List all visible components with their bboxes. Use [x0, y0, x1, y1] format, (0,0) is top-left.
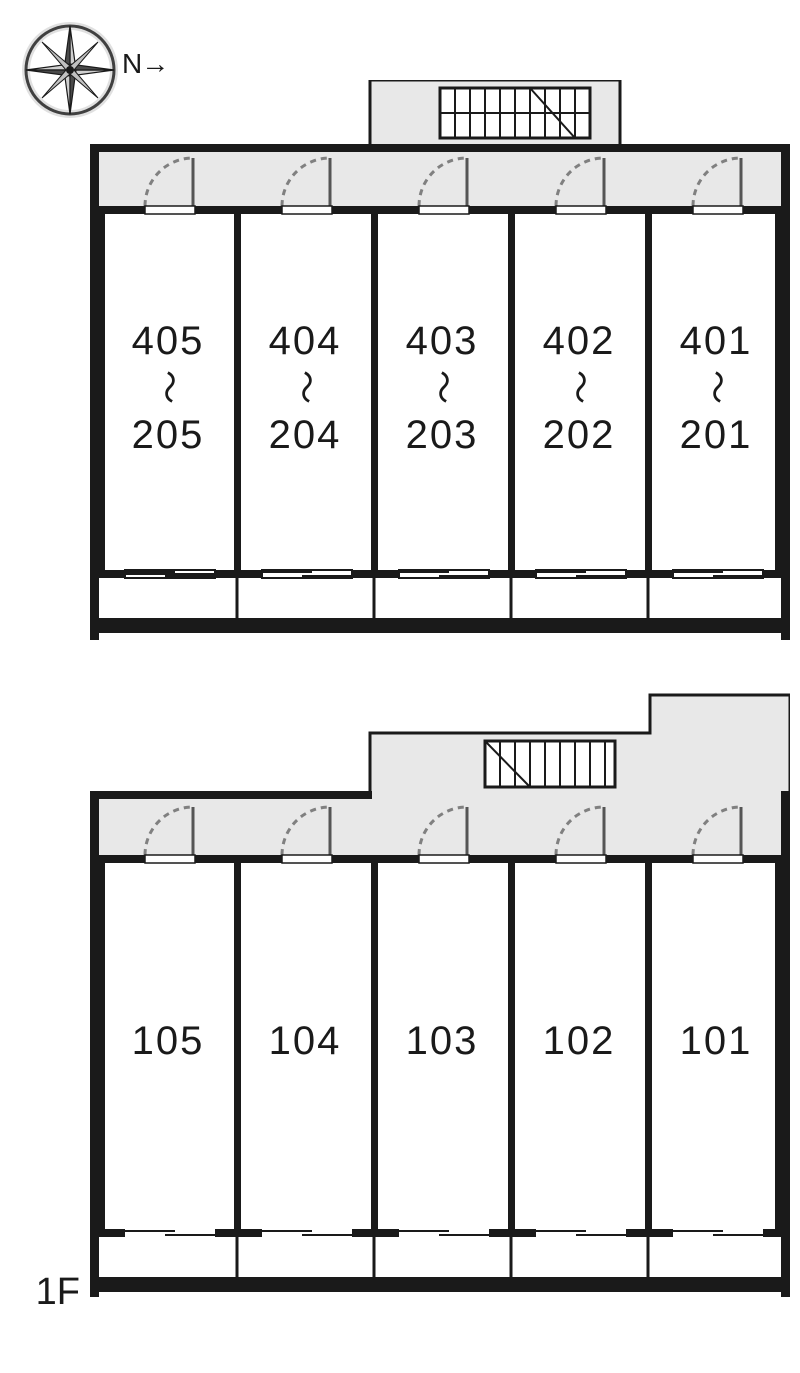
- floor-plan-lower: 105 104 103 102 101: [90, 685, 790, 1305]
- floor-label-lower: 1F: [20, 1270, 80, 1316]
- unit-label: 405 〜 205: [108, 315, 228, 461]
- tilde-icon: 〜: [288, 328, 322, 448]
- unit-label: 404 〜 204: [245, 315, 365, 461]
- floor-plan-lower-svg: [90, 685, 790, 1305]
- north-label: N→: [122, 48, 168, 80]
- floor-plan-upper: 405 〜 205 404 〜 204 403 〜 203 402 〜 202 …: [90, 80, 790, 640]
- unit-label: 102: [519, 1015, 639, 1067]
- unit-label: 103: [382, 1015, 502, 1067]
- unit-label: 402 〜 202: [519, 315, 639, 461]
- tilde-icon: 〜: [425, 328, 459, 448]
- tilde-icon: 〜: [699, 328, 733, 448]
- tilde-icon: 〜: [562, 328, 596, 448]
- unit-label: 101: [656, 1015, 776, 1067]
- tilde-icon: 〜: [151, 328, 185, 448]
- unit-label: 104: [245, 1015, 365, 1067]
- unit-label: 105: [108, 1015, 228, 1067]
- unit-label: 403 〜 203: [382, 315, 502, 461]
- unit-label: 401 〜 201: [656, 315, 776, 461]
